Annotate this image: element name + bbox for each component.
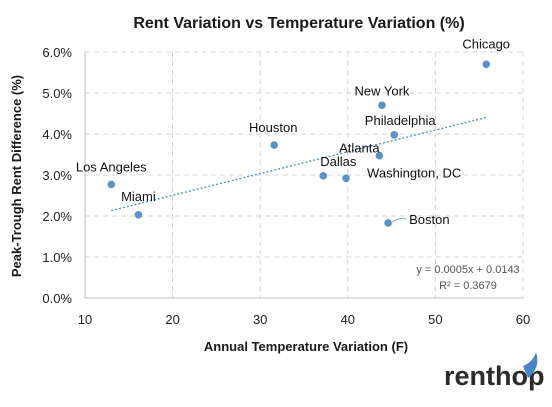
data-points [107, 60, 491, 227]
label-boston: Boston [409, 212, 449, 227]
x-tick-label: 10 [78, 312, 92, 327]
point-new-york [378, 101, 386, 110]
point-los-angeles [107, 180, 116, 189]
logo-swoosh-icon [523, 352, 538, 378]
point-philadelphia [390, 131, 399, 139]
label-philadelphia: Philadelphia [365, 113, 437, 128]
point-dallas [319, 172, 328, 180]
trendline-group [111, 116, 487, 212]
point-labels: Chicago New York Philadelphia Houston Atlant… [76, 36, 510, 227]
label-houston: Houston [249, 120, 297, 135]
point-chicago [482, 60, 491, 69]
y-axis-title: Peak-Trough Rent Difference (%) [9, 75, 24, 277]
label-new-york: New York [355, 83, 410, 98]
y-tick-label: 0.0% [42, 291, 72, 306]
tick-labels: 0.0% 1.0% 2.0% 3.0% 4.0% 5.0% 6.0% 10 20 30 40 50 60 [42, 45, 530, 327]
point-houston [270, 141, 279, 149]
point-atlanta [375, 151, 384, 160]
label-chicago: Chicago [462, 36, 510, 51]
point-washington-dc [342, 174, 350, 183]
x-tick-label: 40 [341, 312, 355, 327]
y-tick-label: 5.0% [42, 86, 72, 101]
x-tick-label: 50 [428, 312, 442, 327]
plot-axes [84, 52, 523, 299]
y-tick-label: 4.0% [42, 127, 72, 142]
y-tick-label: 3.0% [42, 168, 72, 183]
trendline-equation: y = 0.0005x + 0.0143 [416, 264, 519, 276]
label-washington-dc: Washington, DC [367, 165, 461, 180]
label-leader-line [390, 217, 407, 224]
trendline-r-squared: R² = 0.3679 [439, 280, 497, 292]
point-boston [384, 219, 392, 227]
label-miami: Miami [121, 189, 156, 204]
y-tick-label: 2.0% [42, 209, 72, 224]
x-axis-title: Annual Temperature Variation (F) [204, 339, 408, 354]
x-tick-label: 30 [253, 312, 267, 327]
point-miami [134, 210, 143, 219]
label-dallas: Dallas [320, 154, 357, 169]
label-atlanta: Atlanta [339, 141, 380, 156]
x-tick-label: 20 [165, 312, 179, 327]
trendline [111, 116, 487, 212]
x-tick-label: 60 [516, 312, 530, 327]
y-tick-label: 1.0% [42, 250, 72, 265]
y-tick-label: 6.0% [42, 45, 72, 60]
renthop-logo: renthop [444, 352, 545, 391]
chart-title: Rent Variation vs Temperature Variation … [133, 15, 464, 32]
grid-lines [85, 51, 524, 298]
label-los-angeles: Los Angeles [76, 159, 147, 174]
